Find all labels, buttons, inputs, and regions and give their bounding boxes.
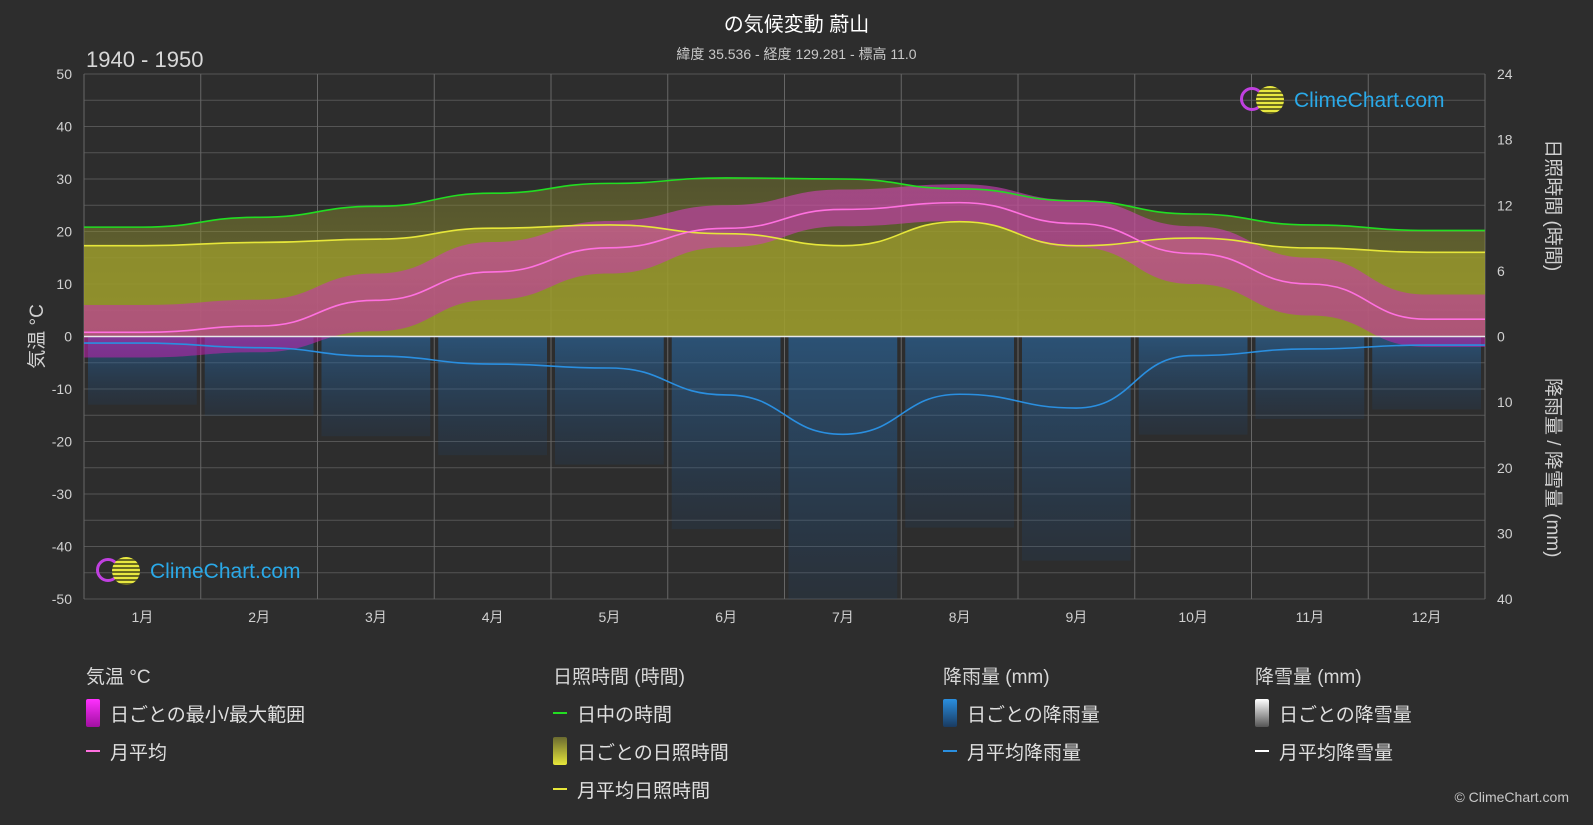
left-tick-label: 0 xyxy=(64,329,72,345)
chart-subtitle: 緯度 35.536 - 経度 129.281 - 標高 11.0 xyxy=(676,46,917,62)
rain-daily-bar xyxy=(788,336,898,599)
climechart-logo-icon xyxy=(96,557,144,587)
month-label: 6月 xyxy=(715,609,737,625)
axes: 50 40 30 20 10 0 -10 -20 -30 -40 -50 24 18 12 6 0 10 20 30… xyxy=(26,66,1564,625)
right-top-tick-label: 12 xyxy=(1497,197,1513,213)
left-tick-label: -10 xyxy=(52,381,72,397)
legend-label: 日中の時間 xyxy=(577,704,673,726)
left-tick-label: 40 xyxy=(56,119,72,135)
left-tick-label: 50 xyxy=(56,66,72,82)
month-label: 2月 xyxy=(248,609,270,625)
month-label: 11月 xyxy=(1296,609,1325,625)
legend-label: 日ごとの降雨量 xyxy=(967,704,1100,726)
right-bottom-tick-label: 40 xyxy=(1497,591,1513,607)
sunshine-avg-swatch xyxy=(553,788,567,790)
right-bottom-axis-title: 降雨量 / 降雪量 (mm) xyxy=(1542,378,1564,557)
climechart-logo-icon xyxy=(1240,86,1288,116)
logo-bottom-left[interactable]: ClimeChart.com xyxy=(96,557,301,587)
legend-label: 月平均 xyxy=(110,742,168,764)
month-label: 12月 xyxy=(1412,609,1442,625)
legend-label: 日ごとの最小/最大範囲 xyxy=(110,704,306,726)
left-axis-title: 気温 °C xyxy=(26,304,48,369)
right-top-axis-title: 日照時間 (時間) xyxy=(1542,139,1564,271)
daylight-line xyxy=(84,177,1485,232)
legend-head-sunshine: 日照時間 (時間) xyxy=(553,667,685,688)
legend-snow: 降雪量 (mm) 日ごとの降雪量 月平均降雪量 xyxy=(1255,662,1412,776)
right-top-tick-label: 24 xyxy=(1497,66,1513,82)
temperature-range-area xyxy=(84,184,1485,358)
right-top-tick-label: 18 xyxy=(1497,132,1513,148)
left-tick-label: -50 xyxy=(52,591,72,607)
temp-range-band xyxy=(84,184,1485,358)
legend-item-snow-daily: 日ごとの降雪量 xyxy=(1255,699,1412,727)
month-label: 10月 xyxy=(1178,609,1208,625)
sunshine-daily-swatch xyxy=(553,737,567,765)
legend-head-rain: 降雨量 (mm) xyxy=(943,667,1050,688)
legend-label: 月平均降雪量 xyxy=(1279,742,1394,764)
copyright: © ClimeChart.com xyxy=(1454,789,1569,805)
chart-title: の気候変動 蔚山 xyxy=(723,14,870,36)
right-bottom-tick-label: 20 xyxy=(1497,460,1513,476)
legend-rain: 降雨量 (mm) 日ごとの降雨量 月平均降雨量 xyxy=(943,662,1100,776)
month-label: 9月 xyxy=(1065,609,1087,625)
legend-label: 日ごとの降雪量 xyxy=(1279,704,1412,726)
right-top-tick-label: 6 xyxy=(1497,263,1505,279)
left-tick-label: -20 xyxy=(52,434,72,450)
legend-item-rain-avg: 月平均降雨量 xyxy=(943,738,1100,764)
left-tick-label: 20 xyxy=(56,224,72,240)
legend-item-snow-avg: 月平均降雪量 xyxy=(1255,738,1412,764)
legend-label: 月平均日照時間 xyxy=(577,780,711,802)
legend-head-snow: 降雪量 (mm) xyxy=(1255,667,1362,688)
month-label: 5月 xyxy=(598,609,620,625)
month-label: 1月 xyxy=(131,609,153,625)
left-tick-label: -30 xyxy=(52,486,72,502)
month-label: 7月 xyxy=(832,609,854,625)
left-tick-label: 10 xyxy=(56,276,72,292)
temp-range-swatch xyxy=(86,699,100,727)
rain-daily-bar xyxy=(555,336,664,465)
series-lines xyxy=(83,177,1485,436)
rain-daily-bar xyxy=(905,336,1014,528)
right-bottom-tick-label: 10 xyxy=(1497,394,1513,410)
temp-avg-swatch xyxy=(86,750,100,752)
legend-label: 日ごとの日照時間 xyxy=(577,742,729,764)
right-top-tick-label: 0 xyxy=(1497,329,1505,345)
legend-label: 月平均降雨量 xyxy=(967,742,1082,764)
legend-item-rain-daily: 日ごとの降雨量 xyxy=(943,699,1100,727)
logo-top-right[interactable]: ClimeChart.com xyxy=(1240,86,1445,116)
legend-sunshine: 日照時間 (時間) 日中の時間 日ごとの日照時間 月平均日照時間 xyxy=(553,662,729,814)
legend-head-temperature: 気温 °C xyxy=(86,667,151,688)
daylight-swatch xyxy=(553,712,567,714)
rain-daily-bar xyxy=(671,336,781,530)
rain-daily-bar xyxy=(1138,336,1248,435)
legend-temperature: 気温 °C 日ごとの最小/最大範囲 月平均 xyxy=(86,662,305,776)
rain-daily-bar xyxy=(438,336,547,456)
legend-item-daylight: 日中の時間 xyxy=(553,700,729,726)
rain-daily-bar xyxy=(1372,336,1481,410)
left-tick-label: 30 xyxy=(56,171,72,187)
rain-avg-line xyxy=(84,342,1485,436)
sunshine-avg-line xyxy=(83,220,1485,254)
right-bottom-tick-label: 30 xyxy=(1497,525,1513,541)
legend-item-sunshine-avg: 月平均日照時間 xyxy=(553,776,729,802)
legend-item-temp-avg: 月平均 xyxy=(86,738,305,764)
rain-avg-swatch xyxy=(943,750,957,752)
rain-daily-bar xyxy=(1022,336,1131,561)
rain-daily-bar xyxy=(321,336,431,437)
period-label: 1940 - 1950 xyxy=(86,47,204,72)
temp-avg-line xyxy=(83,201,1485,334)
logo-text: ClimeChart.com xyxy=(1294,89,1445,112)
rain-daily-swatch xyxy=(943,699,957,727)
snow-avg-swatch xyxy=(1255,750,1269,752)
legend-item-sunshine-daily: 日ごとの日照時間 xyxy=(553,737,729,765)
month-label: 8月 xyxy=(949,609,971,625)
climate-chart: 50 40 30 20 10 0 -10 -20 -30 -40 -50 24 18 12 6 0 10 20 30… xyxy=(26,66,1564,625)
left-tick-label: -40 xyxy=(52,539,72,555)
month-label: 4月 xyxy=(482,609,504,625)
snow-daily-swatch xyxy=(1255,699,1269,727)
logo-text: ClimeChart.com xyxy=(150,560,301,583)
month-label: 3月 xyxy=(365,609,387,625)
legend-item-temp-range: 日ごとの最小/最大範囲 xyxy=(86,699,306,727)
